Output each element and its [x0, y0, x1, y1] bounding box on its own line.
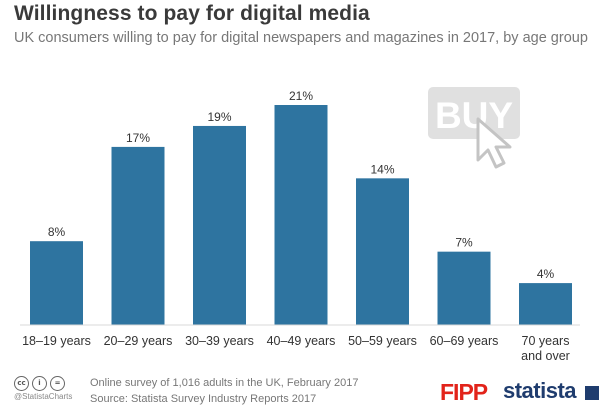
source-note: Source: Statista Survey Industry Reports…: [90, 393, 317, 405]
bar: [274, 105, 328, 325]
chart-title: Willingness to pay for digital media: [14, 2, 370, 25]
buy-illustration: BUY: [428, 87, 520, 169]
license-icons: cc i =: [14, 376, 65, 391]
bar-value-label: 7%: [455, 236, 473, 250]
bar: [111, 146, 165, 325]
no-derivatives-icon: =: [50, 376, 65, 391]
twitter-handle: @StatistaCharts: [14, 392, 73, 401]
x-tick-label: 70 years: [522, 334, 570, 348]
bar-value-label: 21%: [289, 89, 313, 103]
statista-logo: statista: [503, 378, 577, 403]
attribution-icon: i: [32, 376, 47, 391]
bar-value-label: 4%: [537, 267, 555, 281]
bar: [519, 283, 572, 325]
bar: [30, 241, 83, 325]
x-tick-label: 20–29 years: [104, 334, 173, 348]
x-tick-label: 30–39 years: [185, 334, 254, 348]
bar-value-label: 14%: [370, 162, 394, 176]
cursor-arrow-icon: [476, 117, 512, 169]
x-tick-label: and over: [521, 349, 570, 363]
bar-value-label: 17%: [126, 131, 150, 145]
bar-value-label: 8%: [48, 225, 66, 239]
bar: [193, 125, 246, 325]
cc-icon: cc: [14, 376, 29, 391]
x-tick-label: 60–69 years: [430, 334, 499, 348]
fipp-logo: FIPP: [440, 379, 488, 405]
x-tick-label: 50–59 years: [348, 334, 417, 348]
statista-logo-mark: [585, 386, 599, 400]
bar: [356, 178, 409, 325]
bar-value-label: 19%: [207, 110, 231, 124]
chart-subtitle: UK consumers willing to pay for digital …: [14, 30, 588, 46]
survey-note: Online survey of 1,016 adults in the UK,…: [90, 377, 359, 389]
x-tick-label: 40–49 years: [267, 334, 336, 348]
buy-button-label: BUY: [435, 95, 513, 136]
bar: [437, 251, 491, 325]
buy-button-shape: [428, 87, 520, 139]
x-tick-label: 18–19 years: [22, 334, 91, 348]
